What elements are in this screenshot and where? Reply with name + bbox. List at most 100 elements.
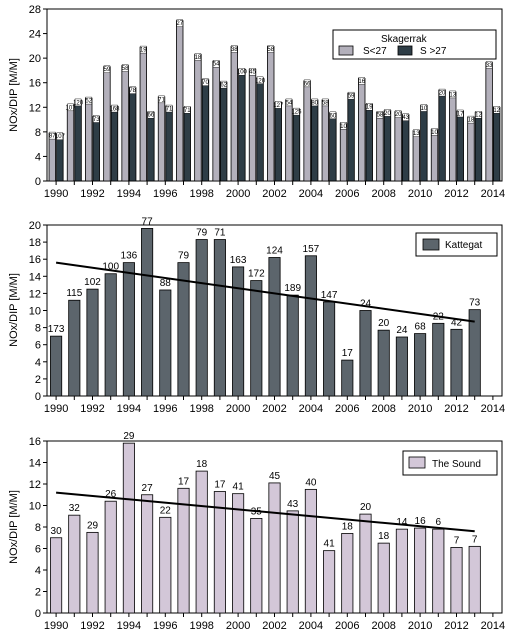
data-label: 18 xyxy=(342,521,354,532)
data-label: 127 xyxy=(273,103,284,109)
legend: Kattegat xyxy=(415,232,498,257)
data-label: 136 xyxy=(121,251,138,262)
y-tick-label: 8 xyxy=(35,323,41,335)
data-label-box xyxy=(340,122,347,130)
bar xyxy=(450,547,463,614)
data-label: 70 xyxy=(202,80,209,86)
data-label-box xyxy=(384,109,391,117)
x-tick-label: 1994 xyxy=(117,620,141,632)
data-label-box xyxy=(457,109,464,118)
bar-s-lt-27 xyxy=(358,78,366,182)
data-label: 120 xyxy=(73,100,84,106)
data-label: 7 xyxy=(454,535,460,546)
axes: 0 4 8 12 16 20 24 28 1990 1992 1994 1996 1998 2000 200… xyxy=(29,4,505,200)
bar xyxy=(414,527,427,614)
x-tick-label: 2004 xyxy=(299,620,323,632)
bars: 3032292629272217181741354543404118201814… xyxy=(50,431,481,614)
bar-s-lt-27 xyxy=(139,46,148,182)
y-tick-label: 12 xyxy=(29,288,41,300)
data-label: 58 xyxy=(267,47,274,53)
bar-s-gt-27 xyxy=(329,112,337,182)
bar xyxy=(304,488,317,614)
bar-s-lt-27 xyxy=(412,130,421,182)
data-label-box xyxy=(231,45,238,53)
bar xyxy=(250,518,263,614)
y-tick-label: 0 xyxy=(35,176,41,188)
data-label-box xyxy=(140,45,147,54)
x-tick-label: 2014 xyxy=(481,620,505,632)
data-label: 38 xyxy=(231,47,238,53)
x-tick-label: 2004 xyxy=(299,403,323,415)
x-tick-label: 2000 xyxy=(226,403,250,415)
y-axis-label: NOx/DIP [M/M] xyxy=(8,273,20,347)
bar xyxy=(232,493,245,614)
data-label: 12 xyxy=(493,108,500,114)
bar-s-lt-27 xyxy=(157,96,166,182)
data-label-box xyxy=(303,79,311,88)
bar-s-gt-27 xyxy=(256,77,264,182)
legend-label-the-sound: The Sound xyxy=(432,459,481,470)
data-label: 40 xyxy=(305,477,317,488)
data-label: 27 xyxy=(142,483,154,494)
bar-s-lt-27 xyxy=(267,46,275,182)
bar xyxy=(304,255,317,397)
data-label-box xyxy=(202,78,209,86)
legend: The Sound xyxy=(402,450,498,476)
data-label-box xyxy=(256,76,264,85)
bar-s-gt-27 xyxy=(292,108,301,182)
bar-s-gt-27 xyxy=(492,106,501,182)
x-tick-label: 2008 xyxy=(371,188,395,200)
data-label: 19 xyxy=(366,105,373,111)
bar xyxy=(359,513,372,614)
data-label-box xyxy=(394,110,402,118)
data-label: 16 xyxy=(415,516,427,527)
data-label-box xyxy=(220,80,227,89)
x-tick-label: 1990 xyxy=(44,188,68,200)
x-tick-label: 1994 xyxy=(117,403,141,415)
data-label-box xyxy=(485,61,493,69)
data-label-box xyxy=(249,67,256,76)
y-tick-label: 8 xyxy=(35,127,41,139)
data-label: 147 xyxy=(321,290,338,301)
data-label: 29 xyxy=(123,431,135,442)
bar-s-lt-27 xyxy=(85,97,93,182)
bar xyxy=(414,333,427,397)
data-label: 73 xyxy=(469,298,481,309)
bar-s-gt-27 xyxy=(183,106,191,182)
bar-s-gt-27 xyxy=(110,105,119,182)
data-label: 54 xyxy=(213,62,220,68)
data-label-box xyxy=(67,103,74,112)
data-label: 60 xyxy=(330,113,337,119)
legend-box xyxy=(332,29,497,60)
bar xyxy=(232,266,245,397)
bar-s-lt-27 xyxy=(430,128,439,182)
data-label: 20 xyxy=(384,111,391,117)
bar xyxy=(68,299,81,397)
bar-s-gt-27 xyxy=(474,111,483,182)
bar-s-lt-27 xyxy=(121,65,129,182)
bar xyxy=(86,531,99,614)
chart-skagerrak: NOx/DIP [M/M] 0 4 8 12 16 20 24 28 1990 1992 1994 1… xyxy=(8,4,505,200)
data-label: 124 xyxy=(266,245,283,256)
bar xyxy=(122,442,135,614)
bar xyxy=(213,239,226,397)
data-label-box xyxy=(347,91,355,100)
data-label-box xyxy=(74,98,82,107)
y-tick-label: 12 xyxy=(29,479,41,491)
bar xyxy=(323,550,336,614)
y-tick-label: 14 xyxy=(29,458,41,470)
data-label-box xyxy=(184,106,191,114)
data-label: 88 xyxy=(160,278,172,289)
x-tick-label: 2012 xyxy=(444,403,468,415)
bar xyxy=(104,500,117,614)
bar-s-lt-27 xyxy=(66,104,75,182)
data-label-box xyxy=(238,67,246,76)
x-tick-label: 1992 xyxy=(80,188,104,200)
bar xyxy=(286,510,299,614)
y-tick-label: 18 xyxy=(29,237,41,249)
x-tick-label: 2006 xyxy=(335,403,359,415)
data-label-box xyxy=(467,115,475,124)
data-label-box xyxy=(267,45,274,53)
